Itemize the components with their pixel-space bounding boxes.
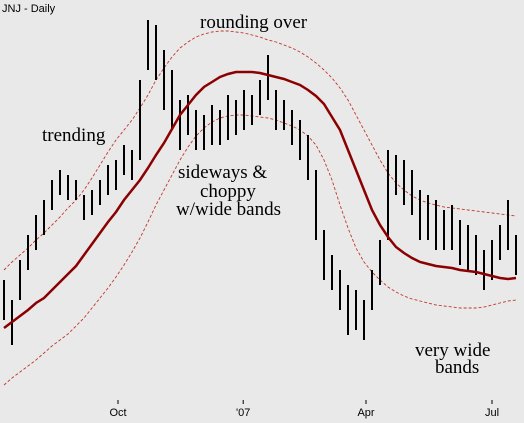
annotation: w/wide bands bbox=[176, 199, 281, 220]
chart-title: JNJ - Daily bbox=[2, 3, 56, 15]
annotation: rounding over bbox=[200, 12, 308, 33]
annotation: bands bbox=[435, 357, 479, 378]
annotation: choppy bbox=[200, 181, 256, 202]
x-tick-label: '07 bbox=[236, 407, 250, 419]
x-tick-label: Apr bbox=[357, 407, 374, 419]
x-tick-label: Oct bbox=[109, 407, 126, 419]
moving-average bbox=[3, 70, 517, 329]
lower-band bbox=[3, 114, 517, 386]
upper-band bbox=[3, 30, 517, 271]
x-tick-label: Jul bbox=[485, 407, 499, 419]
annotation: very wide bbox=[415, 340, 490, 361]
annotation: trending bbox=[42, 125, 106, 146]
annotation: sideways & bbox=[178, 162, 267, 183]
